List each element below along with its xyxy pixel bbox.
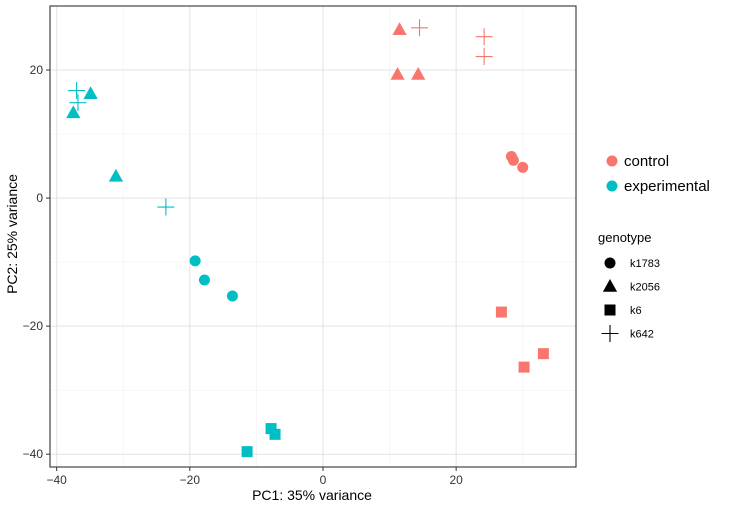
point-control-k6 xyxy=(537,348,549,360)
shape-legend-title: genotype xyxy=(598,230,652,245)
x-tick-label: −20 xyxy=(180,473,201,487)
y-axis-ticks: −40 −20 0 20 xyxy=(23,63,50,461)
legend-key-experimental xyxy=(606,180,618,192)
x-tick-label: 0 xyxy=(320,473,327,487)
point-experimental-k642 xyxy=(68,82,86,100)
point-experimental-k642 xyxy=(157,198,175,216)
point-experimental-k1783 xyxy=(198,274,210,286)
point-experimental-k6 xyxy=(241,446,253,458)
y-tick-label: −40 xyxy=(23,447,44,461)
point-control-k6 xyxy=(495,306,507,318)
point-experimental-k642 xyxy=(69,94,87,112)
data-points xyxy=(66,19,549,458)
point-control-k642 xyxy=(475,28,493,46)
legend-key-k2056 xyxy=(602,279,618,292)
point-control-k6 xyxy=(518,361,530,373)
point-experimental-k2056 xyxy=(83,86,98,99)
point-control-k2056 xyxy=(392,22,407,35)
panel-border xyxy=(49,5,577,468)
y-tick-label: 20 xyxy=(30,63,44,77)
color-legend: control experimental xyxy=(606,153,710,195)
legend-key-control xyxy=(606,155,618,167)
point-control-k642 xyxy=(475,48,493,66)
point-experimental-k6 xyxy=(269,428,281,440)
legend-label-k2056: k2056 xyxy=(630,282,660,294)
gridlines xyxy=(50,5,576,467)
panel-background xyxy=(50,6,576,467)
point-control-k2056 xyxy=(411,67,426,80)
legend-key-k1783 xyxy=(604,257,616,269)
shape-legend: genotype k1783 k2056 k6 k642 xyxy=(598,230,660,342)
point-experimental-k2056 xyxy=(66,105,81,119)
plot-panel xyxy=(49,5,577,468)
legend-key-k6 xyxy=(604,304,616,316)
y-tick-label: 0 xyxy=(36,191,43,205)
point-control-k642 xyxy=(411,19,429,37)
x-axis-ticks: −40 −20 0 20 xyxy=(46,467,463,487)
point-experimental-k1783 xyxy=(189,255,201,267)
y-tick-label: −20 xyxy=(23,319,44,333)
legend-key-k642 xyxy=(601,325,619,342)
legend-label-k6: k6 xyxy=(630,305,642,317)
point-control-k1783 xyxy=(507,154,519,166)
point-experimental-k2056 xyxy=(108,168,124,182)
point-control-k2056 xyxy=(390,67,405,80)
x-axis-title: PC1: 35% variance xyxy=(252,487,372,503)
point-experimental-k1783 xyxy=(226,290,238,302)
x-tick-label: −40 xyxy=(46,473,67,487)
legend-label-k1783: k1783 xyxy=(630,258,660,270)
legend-label-control: control xyxy=(624,153,669,170)
y-axis-title: PC2: 25% variance xyxy=(4,174,20,294)
legend-label-k642: k642 xyxy=(630,329,654,341)
legend-label-experimental: experimental xyxy=(624,178,710,195)
point-experimental-k6 xyxy=(265,423,277,435)
x-tick-label: 20 xyxy=(449,473,463,487)
point-control-k1783 xyxy=(517,161,529,173)
